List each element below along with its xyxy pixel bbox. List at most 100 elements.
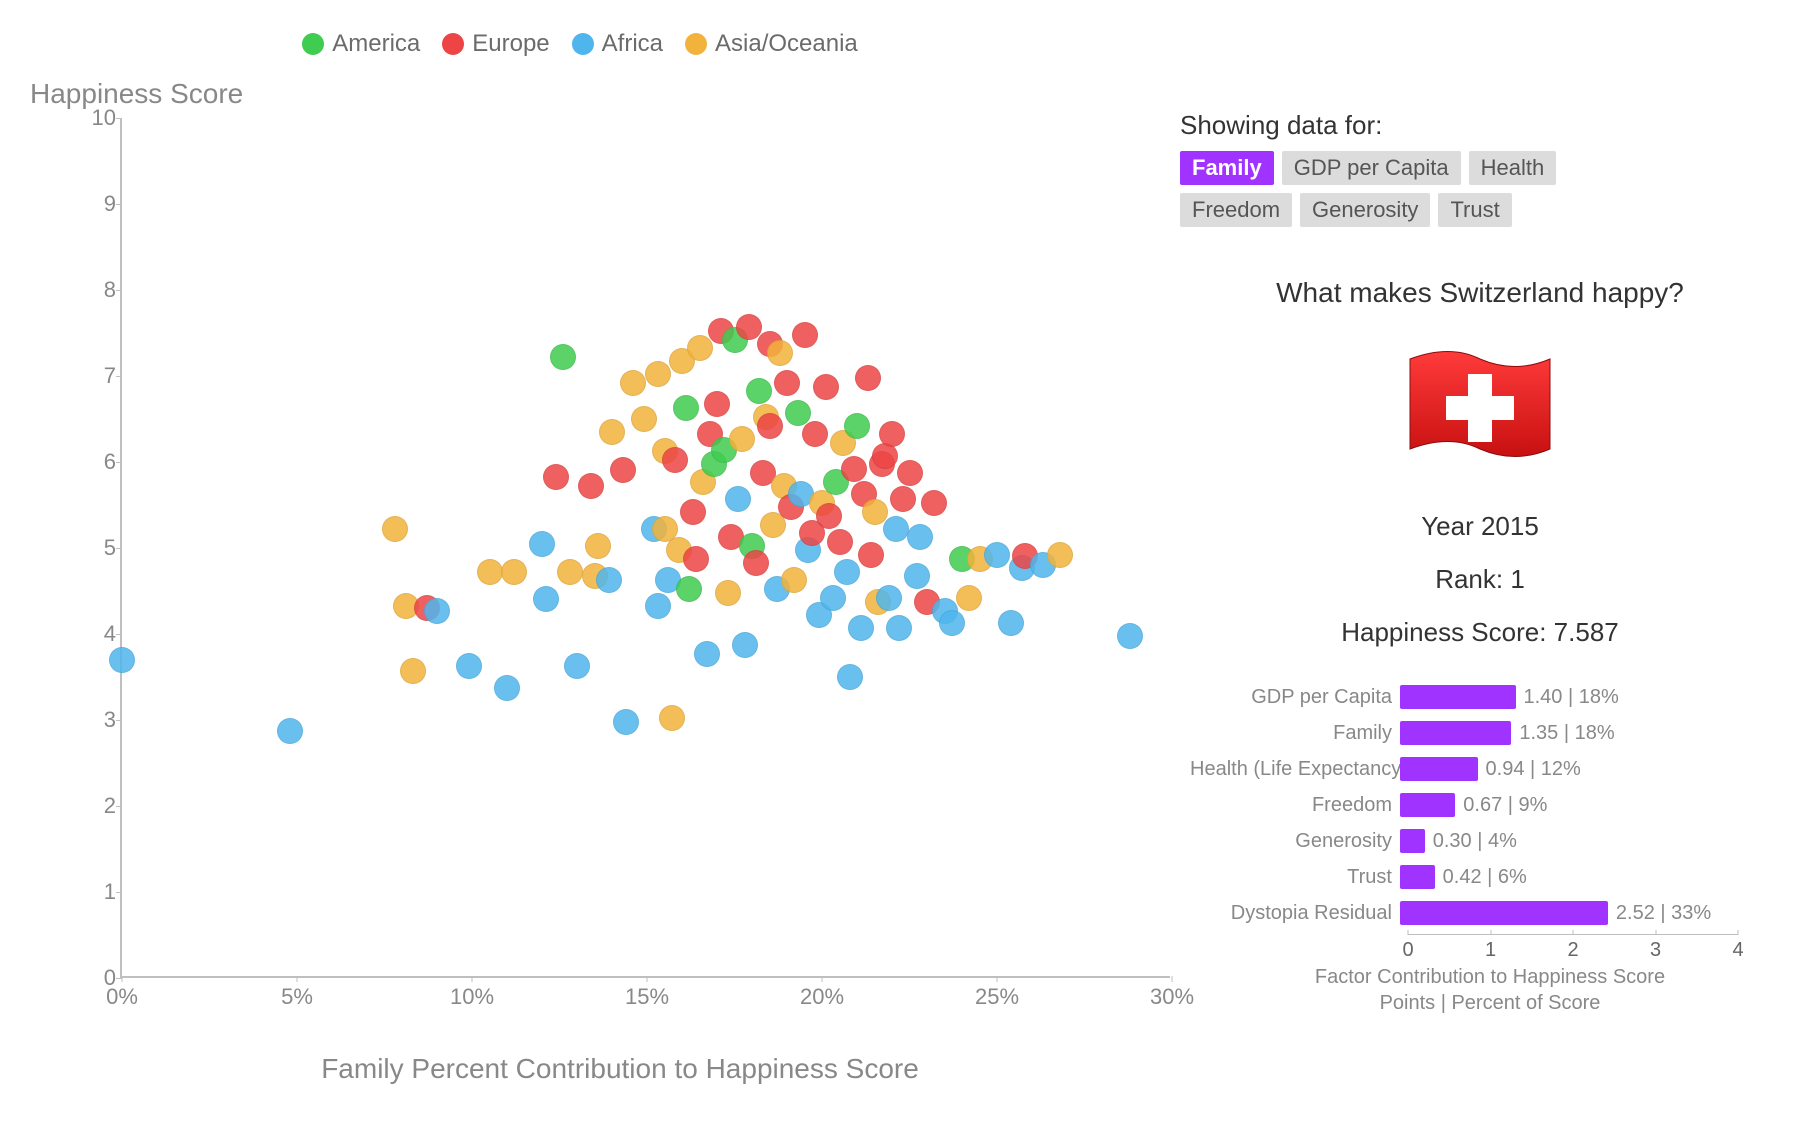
scatter-point[interactable]: [585, 533, 611, 559]
scatter-point[interactable]: [767, 340, 793, 366]
scatter-point[interactable]: [743, 550, 769, 576]
scatter-point[interactable]: [904, 563, 930, 589]
scatter-point[interactable]: [802, 421, 828, 447]
scatter-point[interactable]: [578, 473, 604, 499]
scatter-point[interactable]: [820, 585, 846, 611]
scatter-point[interactable]: [424, 598, 450, 624]
factor-barchart: GDP per Capita1.40 | 18%Family1.35 | 18%…: [1190, 680, 1750, 1016]
scatter-point[interactable]: [816, 503, 842, 529]
scatter-point[interactable]: [757, 413, 783, 439]
scatter-point[interactable]: [876, 585, 902, 611]
bar-fill: [1400, 721, 1511, 745]
factor-button[interactable]: Health: [1469, 151, 1557, 185]
factor-button[interactable]: Family: [1180, 151, 1274, 185]
bar-fill: [1400, 901, 1608, 925]
scatter-point[interactable]: [687, 335, 713, 361]
scatter-point[interactable]: [477, 559, 503, 585]
scatter-point[interactable]: [109, 647, 135, 673]
scatter-point[interactable]: [732, 632, 758, 658]
year-label: Year 2015: [1180, 511, 1780, 542]
scatter-point[interactable]: [680, 499, 706, 525]
scatter-point[interactable]: [837, 664, 863, 690]
scatter-point[interactable]: [676, 576, 702, 602]
scatter-point[interactable]: [456, 653, 482, 679]
scatter-point[interactable]: [886, 615, 912, 641]
x-tick-label: 15%: [625, 984, 669, 1010]
scatter-point[interactable]: [599, 419, 625, 445]
scatter-point[interactable]: [774, 370, 800, 396]
x-tick-label: 20%: [800, 984, 844, 1010]
scatter-point[interactable]: [844, 413, 870, 439]
y-tick-label: 6: [82, 449, 116, 475]
scatter-point[interactable]: [879, 421, 905, 447]
scatter-point[interactable]: [673, 395, 699, 421]
scatter-point[interactable]: [557, 559, 583, 585]
bar-value: 0.30 | 4%: [1433, 830, 1517, 853]
y-tick-label: 7: [82, 363, 116, 389]
scatter-point[interactable]: [883, 516, 909, 542]
scatter-point[interactable]: [792, 322, 818, 348]
scatter-point[interactable]: [620, 370, 646, 396]
scatter-point[interactable]: [897, 460, 923, 486]
scatter-point[interactable]: [725, 486, 751, 512]
scatter-point[interactable]: [494, 675, 520, 701]
scatter-point[interactable]: [1117, 623, 1143, 649]
scatter-point[interactable]: [400, 658, 426, 684]
y-tick-label: 3: [82, 707, 116, 733]
scatter-point[interactable]: [907, 524, 933, 550]
scatter-point[interactable]: [921, 490, 947, 516]
scatter-panel: AmericaEuropeAfricaAsia/Oceania Happines…: [0, 0, 1160, 1124]
scatter-point[interactable]: [659, 705, 685, 731]
bar-label: GDP per Capita: [1190, 686, 1400, 709]
scatter-point[interactable]: [715, 580, 741, 606]
scatter-point[interactable]: [855, 365, 881, 391]
legend-item: Africa: [572, 30, 663, 58]
scatter-point[interactable]: [1047, 542, 1073, 568]
y-tick-label: 8: [82, 277, 116, 303]
scatter-point[interactable]: [564, 653, 590, 679]
scatter-point[interactable]: [631, 406, 657, 432]
scatter-point[interactable]: [277, 718, 303, 744]
scatter-point[interactable]: [781, 567, 807, 593]
scatter-point[interactable]: [683, 546, 709, 572]
scatter-point[interactable]: [862, 499, 888, 525]
scatter-point[interactable]: [841, 456, 867, 482]
factor-button[interactable]: Trust: [1438, 193, 1511, 227]
scatter-point[interactable]: [501, 559, 527, 585]
bar-axis-tick: 4: [1732, 939, 1743, 962]
scatter-point[interactable]: [834, 559, 860, 585]
scatter-point[interactable]: [736, 314, 762, 340]
factor-button[interactable]: Generosity: [1300, 193, 1430, 227]
scatter-point[interactable]: [813, 374, 839, 400]
scatter-point[interactable]: [998, 610, 1024, 636]
scatter-point[interactable]: [662, 447, 688, 473]
scatter-point[interactable]: [694, 641, 720, 667]
scatter-point[interactable]: [890, 486, 916, 512]
legend-dot-icon: [302, 33, 324, 55]
scatter-point[interactable]: [848, 615, 874, 641]
scatter-point[interactable]: [550, 344, 576, 370]
scatter-point[interactable]: [785, 400, 811, 426]
legend-dot-icon: [572, 33, 594, 55]
scatter-point[interactable]: [382, 516, 408, 542]
scatter-point[interactable]: [704, 391, 730, 417]
scatter-point[interactable]: [827, 529, 853, 555]
factor-button[interactable]: Freedom: [1180, 193, 1292, 227]
scatter-point[interactable]: [984, 542, 1010, 568]
scatter-point[interactable]: [533, 586, 559, 612]
scatter-point[interactable]: [858, 542, 884, 568]
factor-button[interactable]: GDP per Capita: [1282, 151, 1461, 185]
scatter-point[interactable]: [610, 457, 636, 483]
scatter-point[interactable]: [729, 426, 755, 452]
scatter-point[interactable]: [543, 464, 569, 490]
y-tick-label: 10: [82, 105, 116, 131]
scatter-point[interactable]: [613, 709, 639, 735]
y-tick-label: 2: [82, 793, 116, 819]
scatter-point[interactable]: [956, 585, 982, 611]
scatter-point[interactable]: [645, 593, 671, 619]
scatter-point[interactable]: [529, 531, 555, 557]
scatter-point[interactable]: [939, 610, 965, 636]
scatter-point[interactable]: [645, 361, 671, 387]
scatter-point[interactable]: [596, 567, 622, 593]
scatter-point[interactable]: [746, 378, 772, 404]
